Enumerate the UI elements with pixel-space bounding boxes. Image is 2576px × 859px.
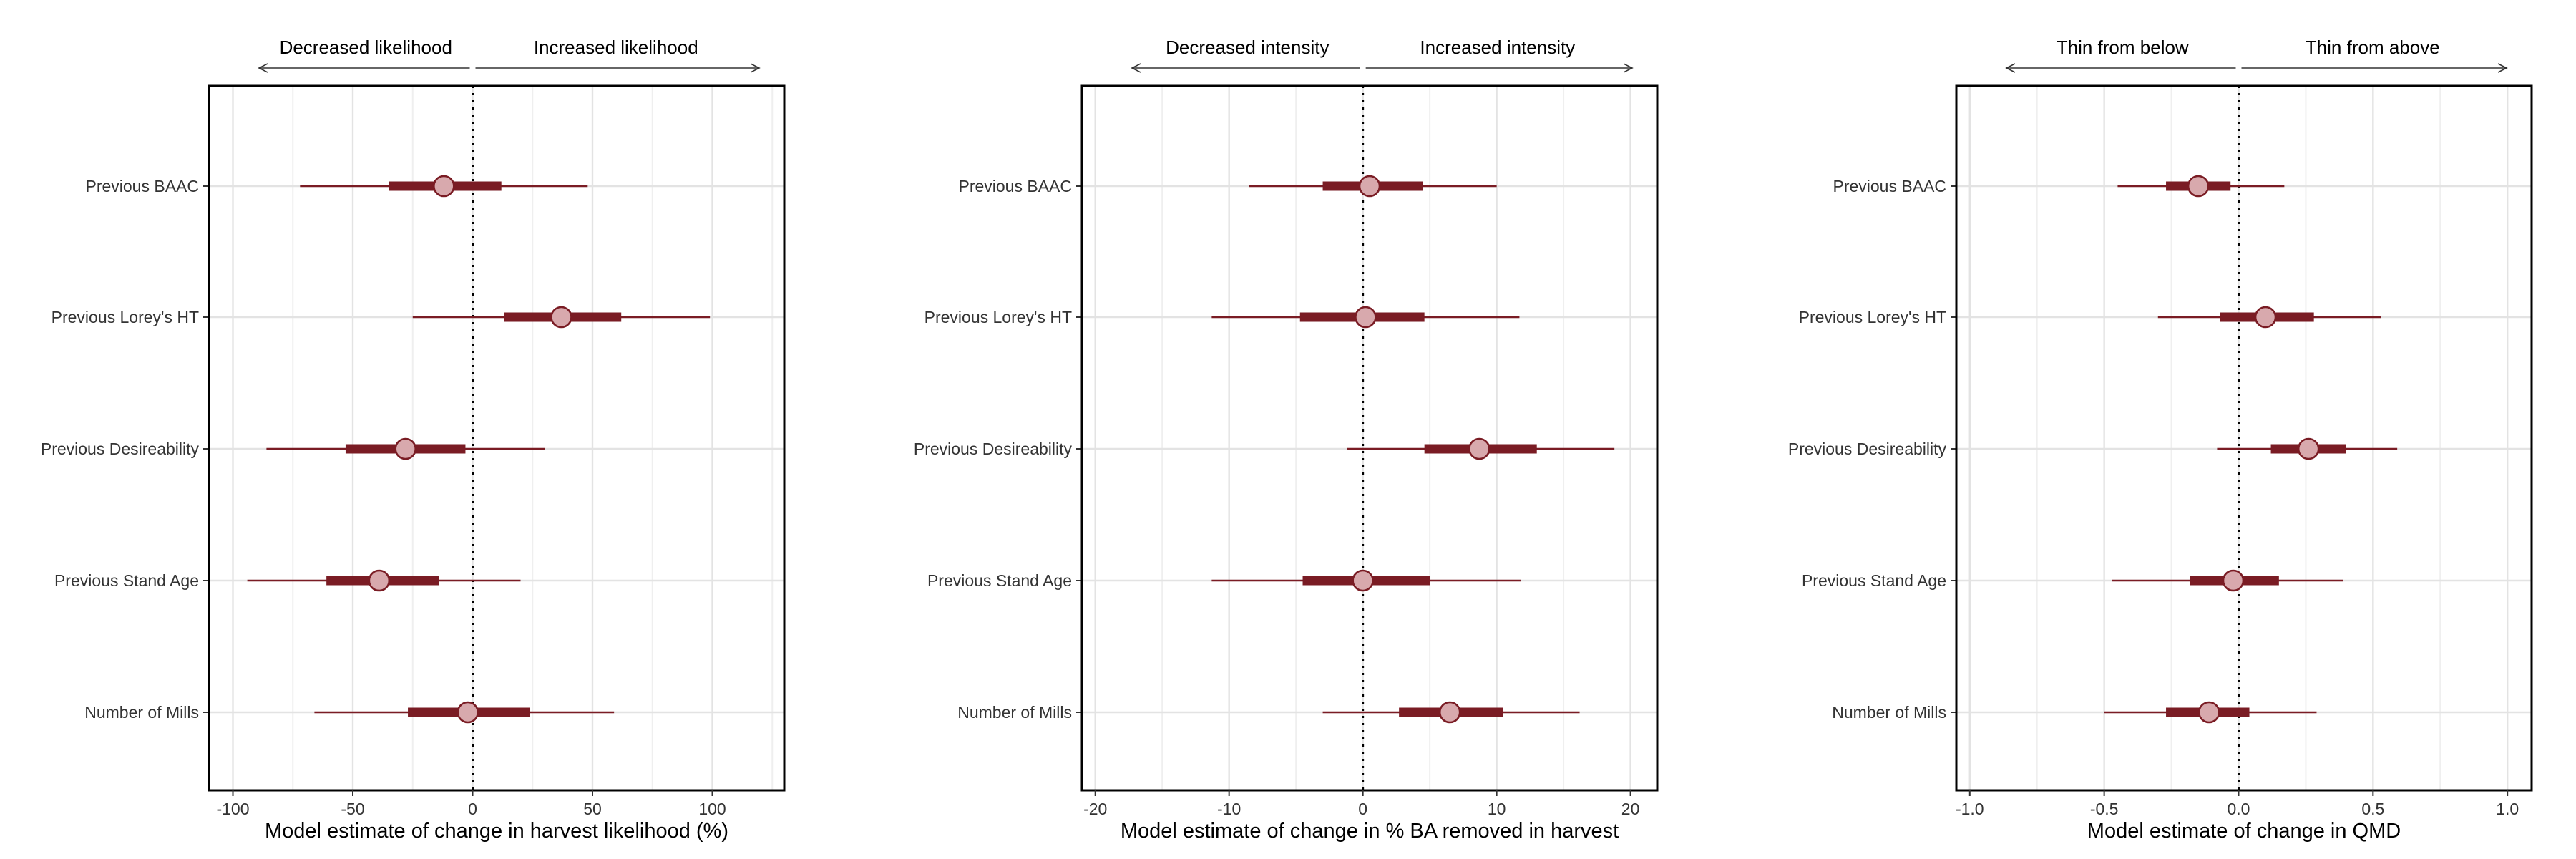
- point-estimate: [432, 175, 455, 198]
- category-label: Previous Lorey's HT: [52, 308, 199, 326]
- right-direction-label: Thin from above: [2306, 37, 2440, 58]
- point-estimate: [2254, 306, 2277, 329]
- right-direction-label: Increased likelihood: [534, 37, 698, 58]
- category-label: Previous BAAC: [85, 177, 199, 195]
- forest-panel-2: Previous BAAC Previous Lorey's HT Previous…: [914, 37, 1659, 843]
- left-direction-label: Decreased intensity: [1166, 37, 1329, 58]
- category-label: Number of Mills: [84, 703, 199, 722]
- x-tick-label: 20: [1621, 800, 1640, 818]
- point-estimate: [394, 437, 417, 460]
- x-tick-label: 0.0: [2227, 800, 2250, 818]
- x-axis-title: Model estimate of change in QMD: [2087, 820, 2401, 843]
- x-tick-label: -50: [341, 800, 364, 818]
- category-label: Previous Lorey's HT: [1799, 308, 1946, 326]
- x-tick-label: -100: [216, 800, 249, 818]
- point-estimate: [457, 701, 479, 724]
- left-direction-label: Decreased likelihood: [280, 37, 452, 58]
- category-label: Previous BAAC: [1833, 177, 1946, 195]
- point-estimate: [2187, 175, 2210, 198]
- category-label: Previous Stand Age: [54, 571, 199, 590]
- x-tick-label: 0: [468, 800, 477, 818]
- point-estimate: [2222, 569, 2245, 592]
- x-tick-label: 0.5: [2361, 800, 2384, 818]
- x-tick-label: 100: [698, 800, 726, 818]
- point-estimate: [1438, 701, 1461, 724]
- x-tick-label: -20: [1083, 800, 1107, 818]
- category-label: Previous Desireability: [1788, 440, 1947, 458]
- x-tick-label: -10: [1217, 800, 1241, 818]
- point-estimate: [1468, 437, 1491, 460]
- left-direction-label: Thin from below: [2057, 37, 2189, 58]
- x-tick-label: 50: [583, 800, 602, 818]
- point-estimate: [550, 306, 572, 329]
- category-label: Number of Mills: [957, 703, 1072, 722]
- forest-panel-1: Previous BAAC Previous Lorey's HT Previous…: [41, 37, 786, 843]
- right-direction-label: Increased intensity: [1420, 37, 1575, 58]
- x-tick-label: 10: [1488, 800, 1506, 818]
- point-estimate: [2197, 701, 2220, 724]
- category-label: Previous Desireability: [914, 440, 1073, 458]
- x-tick-label: -1.0: [1956, 800, 1984, 818]
- x-axis-title: Model estimate of change in % BA removed…: [1121, 820, 1619, 843]
- point-estimate: [2297, 437, 2320, 460]
- point-estimate: [1355, 306, 1377, 329]
- point-estimate: [1358, 175, 1381, 198]
- category-label: Number of Mills: [1832, 703, 1946, 722]
- point-estimate: [368, 569, 391, 592]
- category-label: Previous Lorey's HT: [924, 308, 1072, 326]
- plot-frame: [1955, 84, 2533, 792]
- category-label: Previous BAAC: [958, 177, 1072, 195]
- category-label: Previous Stand Age: [1802, 571, 1946, 590]
- category-label: Previous Desireability: [41, 440, 200, 458]
- x-tick-label: 1.0: [2496, 800, 2519, 818]
- forest-panel-3: Previous BAAC Previous Lorey's HT Previous…: [1788, 37, 2533, 843]
- category-label: Previous Stand Age: [927, 571, 1072, 590]
- x-tick-label: 0: [1358, 800, 1367, 818]
- plot-frame: [208, 84, 786, 792]
- plot-frame: [1080, 84, 1659, 792]
- x-axis-title: Model estimate of change in harvest like…: [265, 820, 728, 843]
- x-tick-label: -0.5: [2090, 800, 2119, 818]
- point-estimate: [1352, 569, 1374, 592]
